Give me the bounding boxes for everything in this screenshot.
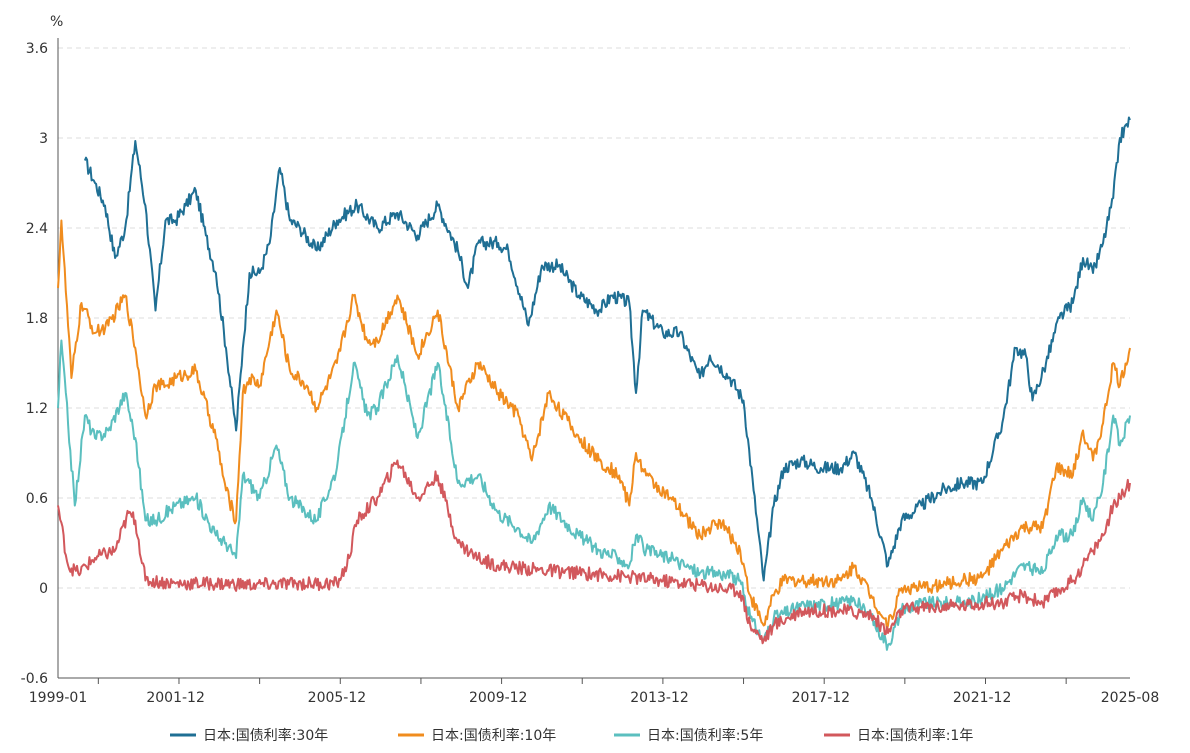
series-lines bbox=[57, 116, 1131, 651]
x-tick-label: 2017-12 bbox=[792, 690, 851, 706]
legend-label: 日本:国债利率:1年 bbox=[857, 727, 973, 744]
y-tick-label: 0.6 bbox=[26, 491, 48, 507]
x-tick-label: 2005-12 bbox=[308, 690, 367, 706]
y-axis-unit: % bbox=[50, 14, 63, 30]
y-tick-label: 3.6 bbox=[26, 41, 48, 57]
x-axis: 1999-01 2001-12 2005-12 2009-12 2013-12 2017-… bbox=[29, 677, 1160, 706]
y-axis: 3.6 3 2.4 1.8 1.2 0.6 0 -0.6 bbox=[21, 38, 59, 687]
series-line bbox=[83, 116, 1131, 582]
x-tick-label: 2009-12 bbox=[469, 690, 528, 706]
y-tick-label: 0 bbox=[39, 581, 48, 597]
y-tick-label: 3 bbox=[39, 131, 48, 147]
legend-label: 日本:国债利率:30年 bbox=[203, 727, 328, 744]
y-tick-label: 2.4 bbox=[26, 221, 48, 237]
x-tick-label: 2013-12 bbox=[630, 690, 689, 706]
x-tick-label: 1999-01 bbox=[29, 690, 88, 706]
x-tick-label: 2001-12 bbox=[146, 690, 205, 706]
y-tick-label: -0.6 bbox=[21, 671, 48, 687]
legend: 日本:国债利率:30年 日本:国债利率:10年 日本:国债利率:5年 日本:国债利率:… bbox=[170, 727, 973, 744]
y-tick-label: 1.2 bbox=[26, 401, 48, 417]
series-line bbox=[57, 459, 1131, 645]
legend-label: 日本:国债利率:10年 bbox=[431, 727, 556, 744]
series-line bbox=[57, 219, 1131, 631]
x-tick-label: 2021-12 bbox=[953, 690, 1012, 706]
y-tick-label: 1.8 bbox=[26, 311, 48, 327]
x-tick-label: 2025-08 bbox=[1101, 690, 1160, 706]
legend-label: 日本:国债利率:5年 bbox=[647, 727, 763, 744]
